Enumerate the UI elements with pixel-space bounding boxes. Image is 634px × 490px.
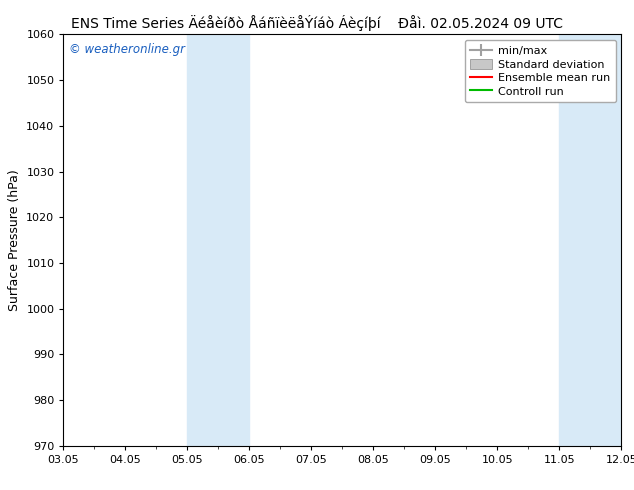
Bar bbox=[218, 34, 249, 446]
Text: © weatheronline.gr: © weatheronline.gr bbox=[69, 43, 185, 55]
Text: ENS Time Series Äéåèíðò ÅáñïèëåÝíáò Áèçíþí    Ðåì. 02.05.2024 09 UTC: ENS Time Series Äéåèíðò ÅáñïèëåÝíáò Áèçí… bbox=[71, 15, 563, 31]
Bar bbox=[590, 34, 621, 446]
Y-axis label: Surface Pressure (hPa): Surface Pressure (hPa) bbox=[8, 169, 21, 311]
Bar bbox=[559, 34, 590, 446]
Bar bbox=[188, 34, 218, 446]
Legend: min/max, Standard deviation, Ensemble mean run, Controll run: min/max, Standard deviation, Ensemble me… bbox=[465, 40, 616, 102]
